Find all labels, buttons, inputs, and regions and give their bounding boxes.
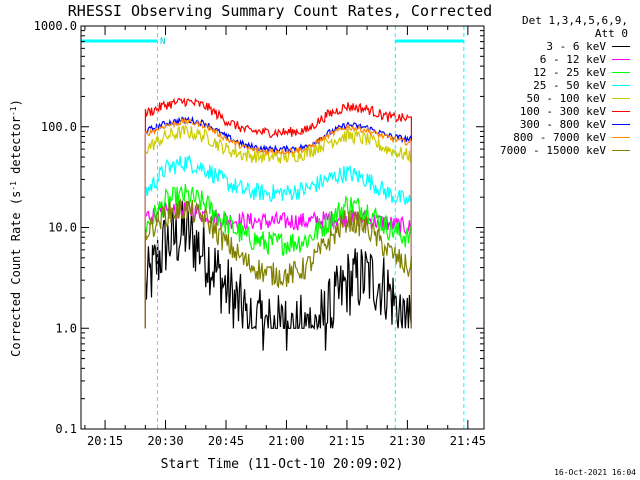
legend-attenuator: Att 0 xyxy=(594,27,628,40)
y-tick-label: 1000.0 xyxy=(34,19,77,33)
legend: Det 1,3,4,5,6,9, Att 0 3 - 6 keV 6 - 12 k… xyxy=(482,14,632,157)
legend-entry: 50 - 100 keV xyxy=(482,92,632,105)
x-tick-label: 20:30 xyxy=(147,434,183,448)
x-tick-label: 21:15 xyxy=(329,434,365,448)
legend-entry-label: 800 - 7000 keV xyxy=(513,131,606,144)
legend-entry: 3 - 6 keV xyxy=(482,40,632,53)
x-axis: 20:15 20:30 20:45 21:00 21:15 21:30 21:45 xyxy=(84,26,486,448)
series-line-3-6keV xyxy=(144,200,412,351)
legend-entry-label: 300 - 800 keV xyxy=(519,118,606,131)
x-axis-title: Start Time (11-Oct-10 20:09:02) xyxy=(161,457,404,472)
series-line-800-7000keV xyxy=(144,117,412,329)
legend-entry-label: 100 - 300 keV xyxy=(519,105,606,118)
legend-detectors: Det 1,3,4,5,6,9, xyxy=(522,14,628,27)
x-tick-label: 21:45 xyxy=(450,434,486,448)
legend-swatch xyxy=(612,150,630,151)
legend-swatch xyxy=(612,46,630,47)
legend-entry: 25 - 50 keV xyxy=(482,79,632,92)
legend-entry: 800 - 7000 keV xyxy=(482,131,632,144)
legend-swatch xyxy=(612,98,630,99)
x-tick-label: 20:45 xyxy=(208,434,244,448)
series-line-7000-15000keV xyxy=(144,198,412,329)
legend-swatch xyxy=(612,85,630,86)
series-line-12-25keV xyxy=(144,183,412,329)
legend-entry: 12 - 25 keV xyxy=(482,66,632,79)
legend-entry-label: 50 - 100 keV xyxy=(526,92,606,105)
legend-entry: 7000 - 15000 keV xyxy=(482,144,632,157)
legend-swatch xyxy=(612,124,630,125)
y-tick-label: 10.0 xyxy=(48,221,77,235)
legend-entry-label: 3 - 6 keV xyxy=(546,40,606,53)
generated-timestamp: 16-Oct-2021 16:04 xyxy=(554,468,636,477)
legend-entry-label: 12 - 25 keV xyxy=(533,66,606,79)
x-tick-label: 21:30 xyxy=(389,434,425,448)
legend-entry: 100 - 300 keV xyxy=(482,105,632,118)
night-markers xyxy=(80,26,465,429)
series-line-50-100keV xyxy=(144,124,412,329)
series-line-100-300keV xyxy=(144,97,412,329)
legend-entries: 3 - 6 keV 6 - 12 keV 12 - 25 keV 25 - 50 ke… xyxy=(482,40,632,157)
y-axis: 0.1 1.0 10.0 100.0 1000.0 xyxy=(34,19,484,436)
legend-entry-label: 6 - 12 keV xyxy=(539,53,606,66)
legend-entry: 300 - 800 keV xyxy=(482,118,632,131)
series-line-25-50keV xyxy=(144,155,412,329)
legend-entry-label: 25 - 50 keV xyxy=(533,79,606,92)
y-axis-title: Corrected Count Rate (s-1 detector-1) xyxy=(9,99,23,357)
y-tick-label: 1.0 xyxy=(55,321,77,335)
x-tick-label: 21:00 xyxy=(268,434,304,448)
chart-title: RHESSI Observing Summary Count Rates, Co… xyxy=(68,2,492,20)
legend-entry: 6 - 12 keV xyxy=(482,53,632,66)
legend-swatch xyxy=(612,111,630,112)
plot-frame xyxy=(80,25,485,430)
legend-entry-label: 7000 - 15000 keV xyxy=(500,144,606,157)
legend-swatch xyxy=(612,59,630,60)
y-tick-label: 100.0 xyxy=(41,120,77,134)
y-tick-label: 0.1 xyxy=(55,422,77,436)
x-tick-label: 20:15 xyxy=(87,434,123,448)
series-layer xyxy=(144,97,412,351)
legend-swatch xyxy=(612,72,630,73)
night-label: N xyxy=(160,37,165,47)
legend-swatch xyxy=(612,137,630,138)
